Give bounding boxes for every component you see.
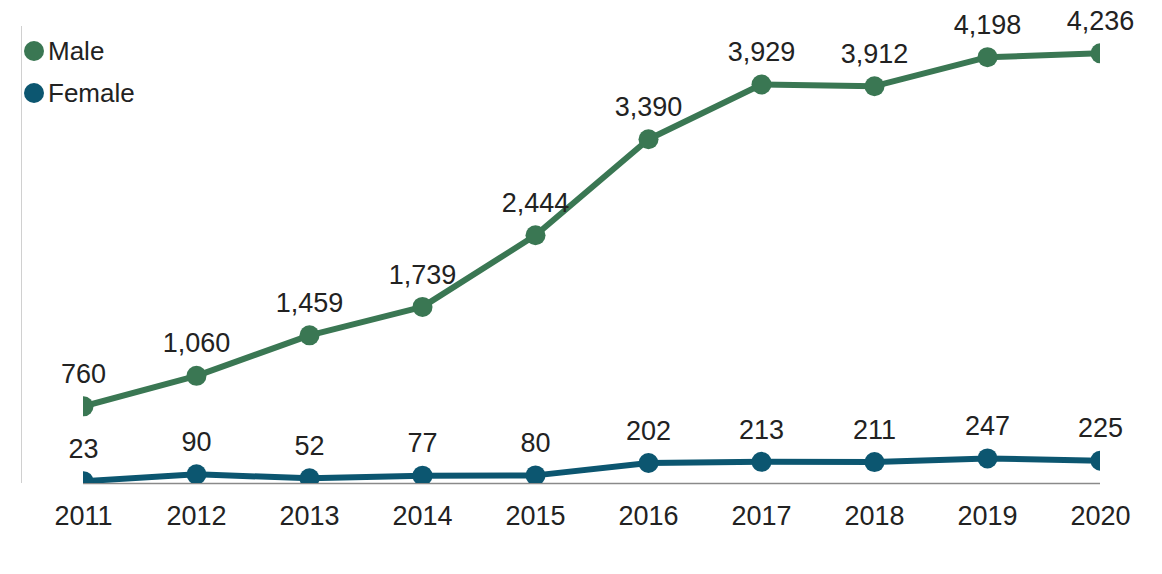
svg-text:2017: 2017 [731,501,791,531]
svg-text:2018: 2018 [844,501,904,531]
svg-text:3,390: 3,390 [615,92,683,122]
svg-text:3,929: 3,929 [728,37,796,67]
svg-text:2014: 2014 [392,501,452,531]
svg-text:213: 213 [739,415,784,445]
svg-text:2013: 2013 [279,501,339,531]
svg-text:77: 77 [407,428,437,458]
svg-text:2012: 2012 [166,501,226,531]
svg-text:23: 23 [68,434,98,464]
svg-text:2020: 2020 [1070,501,1130,531]
svg-text:2019: 2019 [957,501,1017,531]
html-text:Male: Male [48,36,105,66]
svg-text:2016: 2016 [618,501,678,531]
svg-text:2015: 2015 [505,501,565,531]
html-text:Female: Female [48,78,135,108]
svg-text:2011: 2011 [54,501,112,531]
svg-text:80: 80 [520,428,550,458]
svg-text:202: 202 [626,416,671,446]
svg-text:2,444: 2,444 [502,188,570,218]
svg-text:90: 90 [181,427,211,457]
svg-text:1,060: 1,060 [163,328,231,358]
svg-text:4,236: 4,236 [1067,6,1135,36]
svg-text:1,739: 1,739 [389,260,457,290]
svg-text:247: 247 [965,411,1010,441]
svg-text:760: 760 [61,359,106,389]
svg-text:225: 225 [1078,413,1123,443]
svg-text:4,198: 4,198 [954,10,1022,40]
svg-text:3,912: 3,912 [841,39,909,69]
svg-text:1,459: 1,459 [276,288,344,318]
svg-text:52: 52 [294,431,324,461]
svg-text:211: 211 [853,415,896,445]
